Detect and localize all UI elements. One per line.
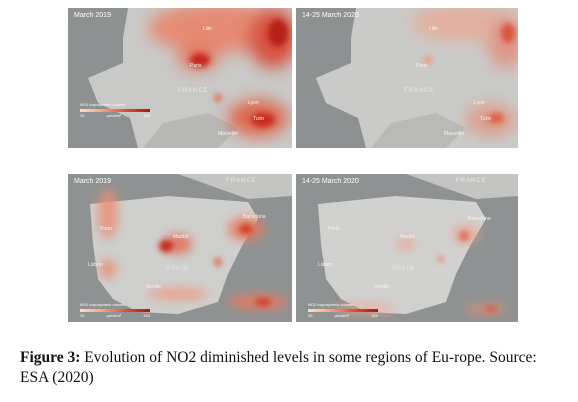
city-label: Seville (374, 284, 389, 290)
city-label: Lisbon (88, 262, 103, 268)
city-label: Lisbon (318, 262, 333, 268)
map-spain-2019: March 2019 FRANCE Madrid Barcelona Porto… (68, 174, 292, 322)
city-label: Lille (429, 26, 438, 32)
country-label: SPAIN (166, 266, 189, 272)
city-label: Lyon (474, 100, 485, 106)
no2-map-image (296, 174, 518, 322)
city-label: Madrid (400, 234, 416, 240)
city-label: Lyon (248, 100, 259, 106)
city-label: Barcelona (243, 214, 266, 220)
map-spain-2020: 14-25 March 2020 FRANCE Madrid Barcelona… (296, 174, 518, 322)
panel-title: 14-25 March 2020 (302, 12, 359, 19)
map-france-2020: 14-25 March 2020 Lille Paris Lyon Marsei… (296, 8, 518, 148)
country-label: FRANCE (404, 88, 435, 94)
city-label: Barcelona (468, 216, 491, 222)
country-label: FRANCE (456, 178, 487, 184)
colorbar-legend: NO2 tropospheric column 25 µmol/m² 150 (80, 102, 150, 118)
colorbar-legend: NO2 tropospheric column 25 µmol/m² 150 (80, 302, 150, 318)
country-label: SPAIN (392, 266, 415, 272)
city-label: Lille (203, 26, 212, 32)
city-label: Porto (328, 226, 340, 232)
city-label: Paris (416, 63, 428, 69)
caption-label: Figure 3: (20, 349, 81, 366)
city-label: Seville (146, 284, 161, 290)
no2-map-image (68, 174, 292, 322)
country-label: FRANCE (226, 178, 257, 184)
colorbar-legend: NO2 tropospheric column 25 µmol/m² 150 (308, 302, 378, 318)
map-france-2019: March 2019 Lille Paris Lyon Marseille Tu… (68, 8, 292, 148)
caption-text: Evolution of NO2 diminished levels in so… (20, 349, 537, 386)
city-label: Marseille (444, 131, 465, 137)
country-label: FRANCE (178, 88, 209, 94)
panel-title: 14-25 March 2020 (302, 178, 359, 185)
city-label: Porto (100, 226, 112, 232)
figure-caption: Figure 3: Evolution of NO2 diminished le… (20, 348, 565, 388)
no2-map-image (296, 8, 518, 148)
panel-title: March 2019 (74, 178, 111, 185)
city-label: Turin (253, 116, 265, 122)
city-label: Marseille (218, 131, 239, 137)
no2-map-image (68, 8, 292, 148)
city-label: Paris (190, 63, 202, 69)
city-label: Madrid (173, 234, 189, 240)
city-label: Turin (480, 116, 492, 122)
panel-title: March 2019 (74, 12, 111, 19)
